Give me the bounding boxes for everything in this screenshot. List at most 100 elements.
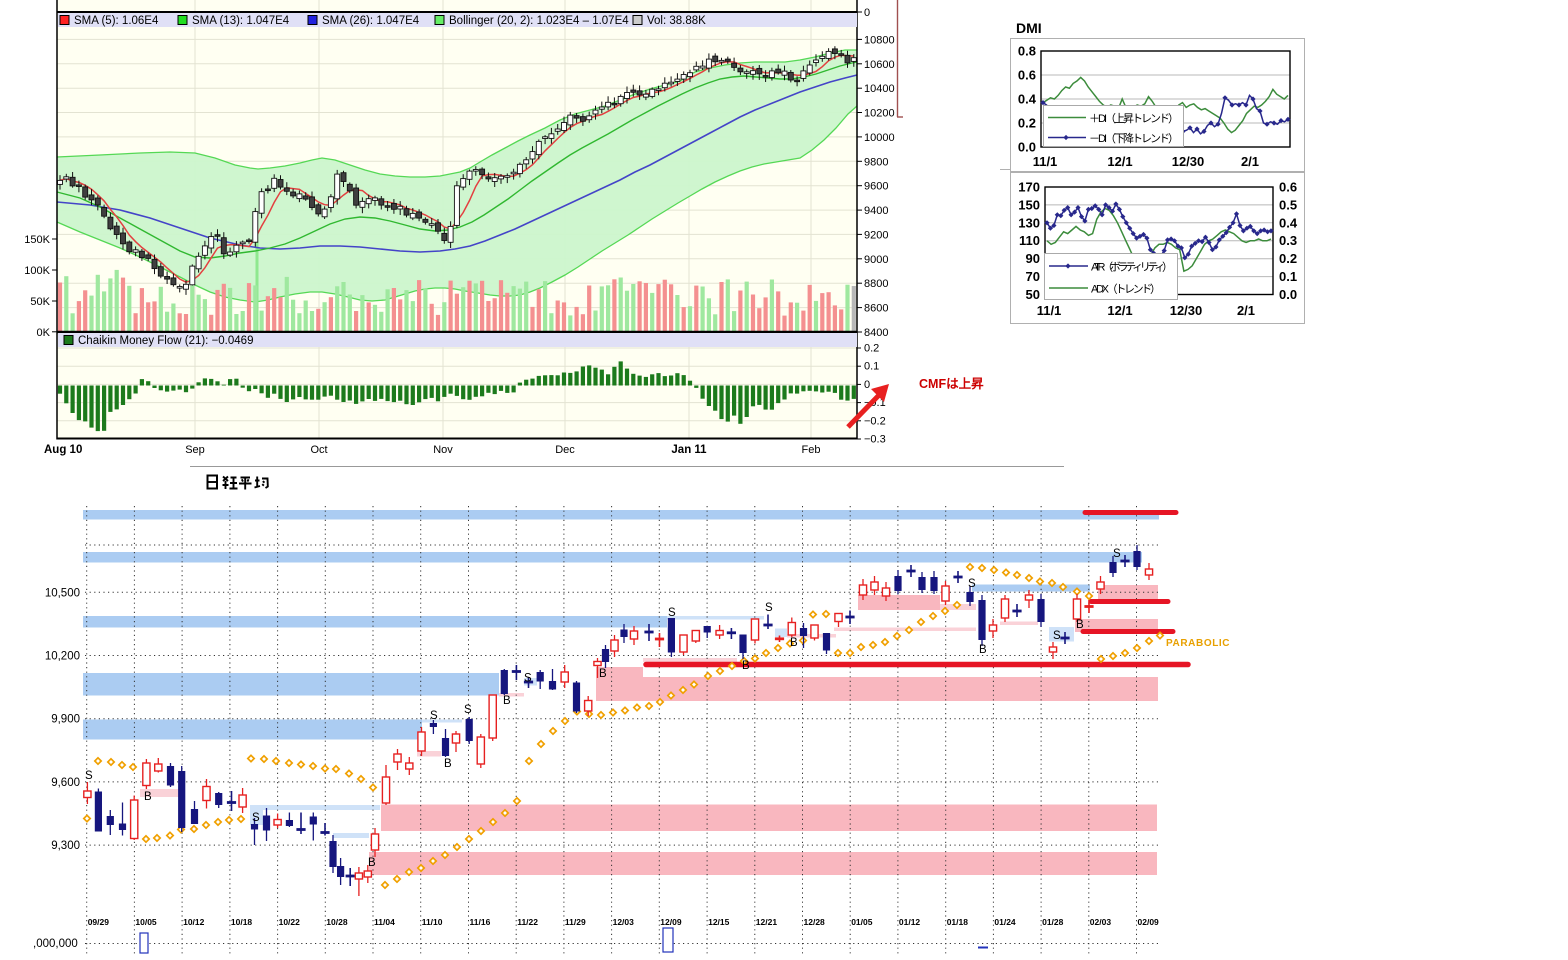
svg-text:100K: 100K: [24, 265, 50, 277]
svg-text:DMI: DMI: [1016, 20, 1042, 36]
svg-text:Aug 10: Aug 10: [44, 444, 82, 456]
svg-text:10800: 10800: [864, 34, 895, 46]
svg-text:0.6: 0.6: [1279, 180, 1297, 195]
svg-text:0.2: 0.2: [1279, 251, 1297, 266]
svg-text:S: S: [668, 607, 676, 619]
svg-text:0: 0: [864, 379, 870, 391]
svg-text:8400: 8400: [864, 327, 888, 339]
svg-text:0.3: 0.3: [1279, 233, 1297, 248]
svg-text:11/1: 11/1: [1033, 154, 1058, 169]
svg-text:S: S: [252, 812, 260, 824]
svg-text:ADX（トレンド）: ADX（トレンド）: [1091, 283, 1161, 296]
svg-text:0.1: 0.1: [1279, 269, 1297, 284]
svg-text:9000: 9000: [864, 254, 888, 266]
svg-text:01/05: 01/05: [851, 917, 873, 927]
svg-text:B: B: [368, 857, 376, 869]
svg-text:S: S: [1113, 548, 1121, 560]
svg-text:0.4: 0.4: [1018, 92, 1037, 107]
svg-text:01/28: 01/28: [1042, 917, 1064, 927]
svg-text:0: 0: [864, 7, 870, 19]
svg-text:02/09: 02/09: [1138, 917, 1160, 927]
svg-text:130: 130: [1018, 215, 1040, 230]
svg-text:9,600: 9,600: [51, 777, 80, 789]
svg-text:150K: 150K: [24, 234, 50, 246]
svg-text:10/22: 10/22: [279, 917, 301, 927]
svg-text:S: S: [765, 602, 773, 614]
svg-text:70: 70: [1026, 269, 1040, 284]
svg-text:SMA (26): 1.047E4: SMA (26): 1.047E4: [322, 15, 420, 27]
svg-text:10/12: 10/12: [183, 917, 205, 927]
svg-text:Nov: Nov: [433, 444, 453, 456]
svg-text:12/1: 12/1: [1107, 303, 1132, 318]
svg-text:2/1: 2/1: [1237, 303, 1255, 318]
svg-text:,000,000: ,000,000: [33, 938, 78, 950]
svg-text:11/10: 11/10: [422, 917, 443, 927]
svg-text:0.2: 0.2: [864, 343, 879, 355]
svg-text:SMA (13): 1.047E4: SMA (13): 1.047E4: [192, 15, 290, 27]
svg-text:－DI（下降トレンド）: －DI（下降トレンド）: [1089, 131, 1179, 145]
svg-text:11/22: 11/22: [517, 917, 538, 927]
svg-text:B: B: [503, 695, 511, 707]
svg-text:B: B: [742, 660, 750, 672]
svg-text:0.2: 0.2: [1018, 116, 1036, 131]
svg-text:S: S: [430, 710, 438, 722]
svg-text:12/30: 12/30: [1172, 154, 1205, 169]
svg-text:Jan 11: Jan 11: [671, 444, 707, 456]
svg-text:S: S: [464, 704, 472, 716]
svg-text:12/15: 12/15: [708, 917, 730, 927]
svg-text:170: 170: [1018, 180, 1040, 195]
svg-text:10/28: 10/28: [326, 917, 348, 927]
svg-text:12/30: 12/30: [1170, 303, 1203, 318]
svg-text:50K: 50K: [30, 296, 50, 308]
svg-text:Oct: Oct: [310, 444, 327, 456]
svg-text:PARABOLIC: PARABOLIC: [1166, 638, 1230, 649]
svg-text:Feb: Feb: [802, 444, 821, 456]
svg-text:10600: 10600: [864, 59, 895, 71]
svg-text:12/1: 12/1: [1107, 154, 1132, 169]
svg-text:0.5: 0.5: [1279, 197, 1297, 212]
svg-text:ATR（ボラティリティ）: ATR（ボラティリティ）: [1091, 261, 1173, 274]
svg-text:90: 90: [1026, 251, 1040, 266]
svg-text:−0.3: −0.3: [864, 434, 886, 446]
svg-text:S: S: [85, 770, 93, 782]
svg-text:110: 110: [1019, 233, 1040, 248]
svg-text:B: B: [444, 758, 452, 770]
svg-text:01/18: 01/18: [947, 917, 969, 927]
svg-text:0K: 0K: [37, 327, 51, 339]
svg-text:B: B: [790, 637, 798, 649]
svg-text:10200: 10200: [864, 108, 895, 120]
svg-text:10000: 10000: [864, 132, 895, 144]
svg-text:S: S: [1053, 630, 1061, 642]
svg-text:11/1: 11/1: [1037, 303, 1062, 318]
svg-text:2/1: 2/1: [1241, 154, 1259, 169]
svg-text:10,200: 10,200: [45, 651, 80, 663]
svg-text:11/16: 11/16: [470, 917, 491, 927]
svg-text:9400: 9400: [864, 205, 888, 217]
svg-text:50: 50: [1026, 287, 1040, 302]
svg-text:9200: 9200: [864, 229, 888, 241]
svg-text:Vol: 38.88K: Vol: 38.88K: [647, 15, 706, 27]
svg-text:9,300: 9,300: [51, 840, 80, 852]
svg-text:0.8: 0.8: [1018, 44, 1036, 59]
svg-text:B: B: [144, 791, 152, 803]
svg-text:0.1: 0.1: [864, 361, 879, 373]
svg-text:9600: 9600: [864, 181, 888, 193]
svg-text:12/21: 12/21: [756, 917, 778, 927]
svg-text:01/24: 01/24: [994, 917, 1016, 927]
svg-text:8800: 8800: [864, 278, 888, 290]
svg-text:10,500: 10,500: [45, 587, 80, 599]
svg-text:CMFは上昇: CMFは上昇: [919, 376, 984, 391]
svg-text:12/28: 12/28: [804, 917, 826, 927]
svg-text:Bollinger (20, 2): 1.023E4 –: Bollinger (20, 2): 1.023E4 – 1.07E4: [449, 15, 629, 27]
svg-text:Chaikin Money Flow (21): −0.04: Chaikin Money Flow (21): −0.0469: [78, 335, 253, 347]
svg-text:11/04: 11/04: [374, 917, 395, 927]
svg-text:01/12: 01/12: [899, 917, 921, 927]
svg-text:9,900: 9,900: [51, 714, 80, 726]
svg-text:SMA (5): 1.06E4: SMA (5): 1.06E4: [74, 15, 159, 27]
svg-text:0.6: 0.6: [1018, 68, 1036, 83]
svg-text:12/03: 12/03: [613, 917, 635, 927]
svg-text:12/09: 12/09: [660, 917, 682, 927]
svg-text:＋DI（上昇トレンド）: ＋DI（上昇トレンド）: [1089, 112, 1179, 125]
svg-text:8600: 8600: [864, 303, 888, 315]
svg-text:10400: 10400: [864, 83, 895, 95]
